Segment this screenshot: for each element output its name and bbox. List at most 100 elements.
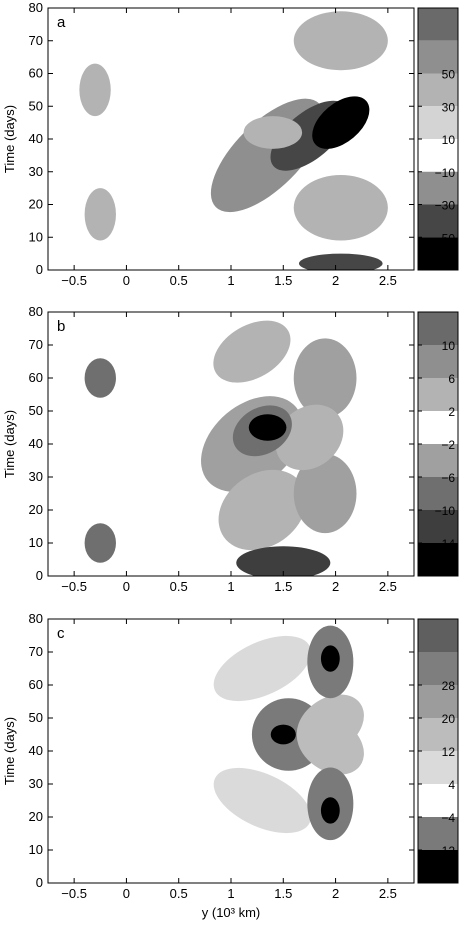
colorbar-segment	[418, 40, 458, 74]
contour-region	[293, 453, 357, 534]
y-tick-label: 0	[36, 568, 43, 583]
x-tick-label: 1.5	[274, 273, 292, 288]
colorbar-label: 10	[442, 133, 456, 147]
y-tick-label: 0	[36, 262, 43, 277]
colorbar: 28 20 12 4 −4 −12	[417, 618, 459, 884]
colorbar-segment	[418, 685, 458, 718]
y-tick-label: 80	[29, 611, 43, 626]
y-tick-label: 0	[36, 875, 43, 890]
x-tick-label: 2.5	[379, 273, 397, 288]
colorbar-label: 4	[448, 778, 455, 792]
colorbar-segment	[418, 139, 458, 172]
contour-region	[320, 797, 340, 824]
colorbar-label: 30	[442, 100, 456, 114]
y-tick-label: 80	[29, 0, 43, 15]
colorbar-segment	[418, 312, 458, 345]
colorbar-segment	[418, 8, 458, 41]
contour-region	[296, 694, 364, 755]
colorbar-segment	[418, 850, 458, 883]
colorbar-label: −30	[435, 199, 456, 213]
contour-region	[293, 11, 388, 71]
x-tick-label: 1.5	[274, 886, 292, 901]
contour-region	[320, 645, 340, 672]
y-tick-label: 50	[29, 98, 43, 113]
x-tick-label: 2.5	[379, 579, 397, 594]
colorbar-label: −12	[435, 844, 456, 858]
y-tick-label: 10	[29, 535, 43, 550]
colorbar-segment	[418, 106, 458, 139]
y-tick-label: 40	[29, 436, 43, 451]
y-tick-label: 60	[29, 677, 43, 692]
y-tick-label: 10	[29, 842, 43, 857]
x-tick-label: 2.5	[379, 886, 397, 901]
colorbar-segment	[418, 718, 458, 751]
colorbar-label: 2	[448, 405, 455, 419]
contour-region	[251, 866, 357, 883]
y-axis-label: Time (days)	[2, 410, 17, 478]
x-tick-label: 0	[123, 886, 130, 901]
panel-label: a	[57, 14, 66, 31]
x-tick-label: −0.5	[61, 273, 87, 288]
contour-fills	[84, 320, 357, 576]
panel-c: −0.5 0 0.5 1 1.5 2 2.5 0 10 20 30 40 50 60 70 80 Time (d…	[2, 611, 459, 920]
contour-region	[79, 63, 111, 117]
x-tick-label: 1.5	[274, 579, 292, 594]
colorbar-label: 20	[442, 712, 456, 726]
colorbar-segment	[418, 751, 458, 784]
y-tick-label: 70	[29, 33, 43, 48]
panel-label: c	[57, 625, 65, 642]
colorbar-label: 28	[442, 679, 456, 693]
y-axis-label: Time (days)	[2, 717, 17, 785]
x-tick-label: 2	[332, 886, 339, 901]
contour-region	[293, 338, 357, 418]
y-tick-label: 30	[29, 776, 43, 791]
contour-region	[84, 523, 116, 563]
contour-region	[270, 724, 296, 745]
y-tick-label: 10	[29, 229, 43, 244]
colorbar-segment	[418, 652, 458, 685]
x-tick-label: −0.5	[61, 579, 87, 594]
colorbar-label: 50	[442, 68, 456, 82]
colorbar-segment	[418, 817, 458, 850]
y-axis-label: Time (days)	[2, 105, 17, 173]
colorbar-label: −2	[441, 438, 455, 452]
x-tick-label: 0.5	[170, 273, 188, 288]
x-axis-label: y (10³ km)	[202, 905, 261, 920]
colorbar-segment	[418, 345, 458, 378]
y-tick-label: 60	[29, 370, 43, 385]
contour-region	[248, 414, 287, 441]
x-tick-label: 0	[123, 273, 130, 288]
contour-region	[213, 767, 312, 834]
colorbar-label: −10	[435, 504, 456, 518]
x-tick-label: 1	[227, 579, 234, 594]
y-tick-label: 50	[29, 710, 43, 725]
y-tick-label: 30	[29, 164, 43, 179]
colorbar-label: −4	[441, 811, 455, 825]
contour-region	[243, 116, 303, 149]
contour-region	[213, 635, 312, 702]
colorbar-label: −14	[435, 537, 456, 551]
colorbar-segment	[418, 378, 458, 411]
colorbar-segment	[418, 543, 458, 576]
contour-region	[218, 469, 307, 551]
x-tick-label: 1	[227, 273, 234, 288]
y-tick-label: 20	[29, 502, 43, 517]
colorbar-segment	[418, 411, 458, 444]
colorbar-segment	[418, 73, 458, 107]
y-tick-label: 20	[29, 809, 43, 824]
y-tick-label: 30	[29, 469, 43, 484]
y-tick-label: 40	[29, 743, 43, 758]
y-tick-label: 40	[29, 131, 43, 146]
panel-label: b	[57, 318, 65, 335]
y-tick-label: 70	[29, 644, 43, 659]
colorbar-segment	[418, 444, 458, 477]
contour-region	[213, 320, 291, 383]
panel-a: −0.5 0 0.5 1 1.5 2 2.5 0 10 20 30 40 50 60 70 80 Time (d…	[2, 0, 459, 288]
y-tick-label: 50	[29, 403, 43, 418]
y-tick-label: 70	[29, 337, 43, 352]
x-tick-label: −0.5	[61, 886, 87, 901]
x-tick-label: 0	[123, 579, 130, 594]
colorbar-segment	[418, 510, 458, 543]
colorbar-label: −6	[441, 471, 455, 485]
